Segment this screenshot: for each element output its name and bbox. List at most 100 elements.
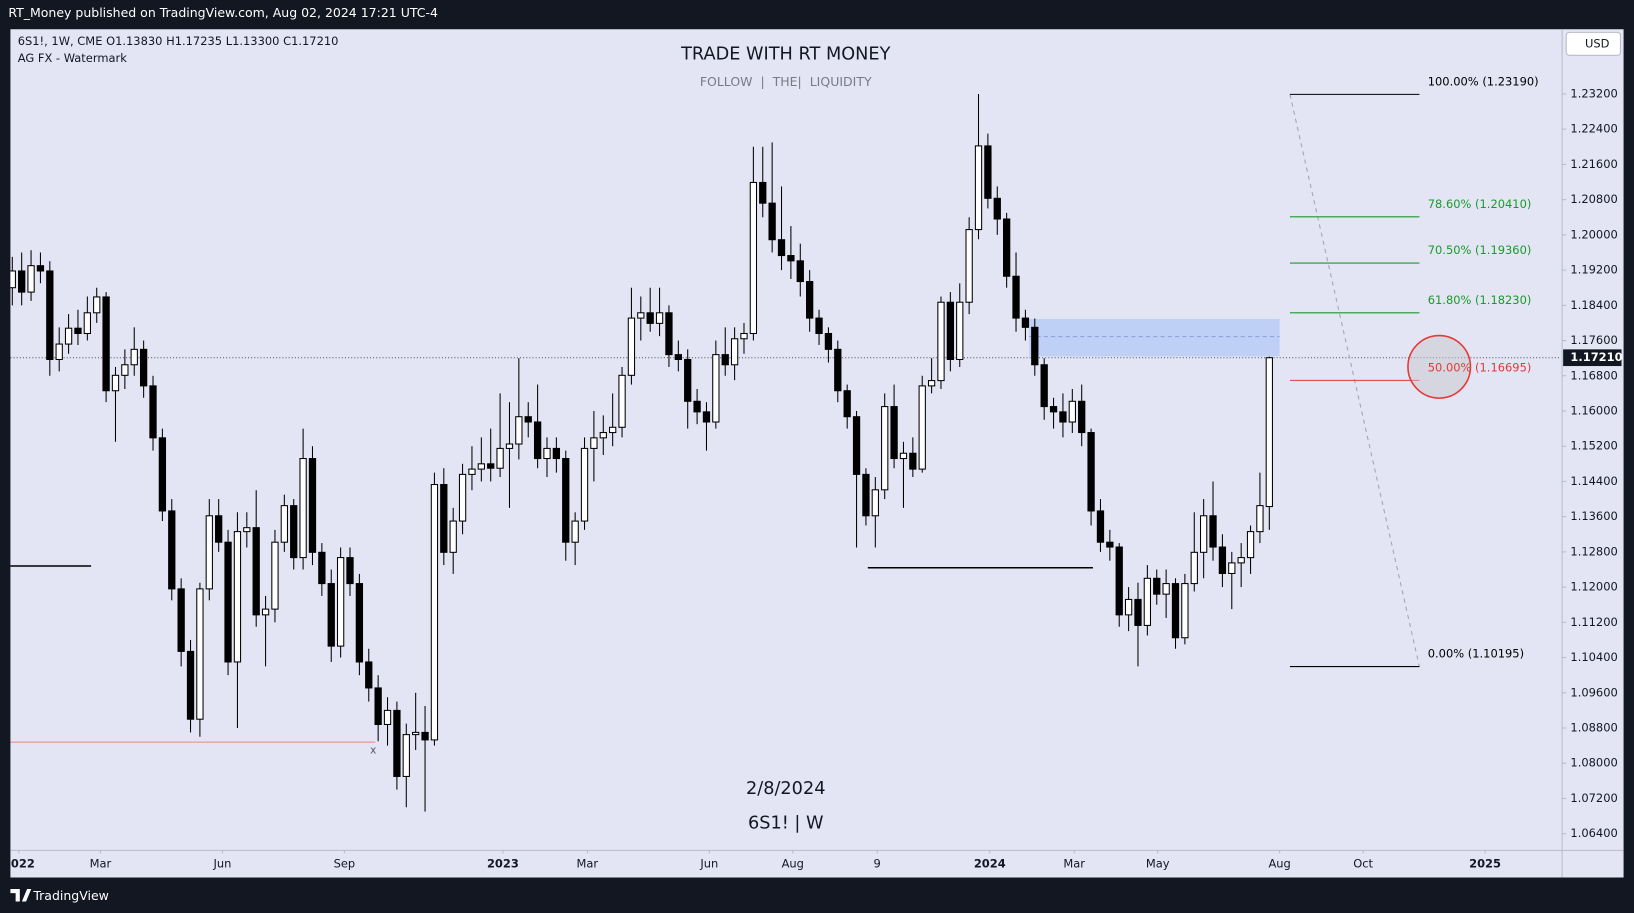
candle-body [1256, 505, 1264, 533]
candle-body [1021, 317, 1030, 328]
candle-body [1143, 577, 1152, 626]
candle-body [796, 260, 804, 283]
plot: x 100.00% (1.23190) 78.60% (1.20410) 70.50%… [10, 74, 1562, 812]
candle-body [233, 531, 242, 663]
candle-body [383, 709, 392, 726]
y-tick-label: 1.07200 [1570, 791, 1617, 805]
candle-body [524, 416, 532, 423]
candle-body [1228, 562, 1236, 574]
candle-body [571, 520, 579, 543]
candle-body [46, 270, 54, 360]
candle-body [533, 421, 542, 460]
candle-body [599, 432, 607, 439]
candle-body [121, 364, 129, 376]
candle-body [730, 338, 739, 366]
candle-body [543, 447, 551, 460]
publish-header: RT_Money published on TradingView.com, A… [8, 5, 438, 20]
candle-body [111, 374, 120, 392]
y-tick-label: 1.11200 [1570, 615, 1617, 629]
candle-body [1078, 400, 1086, 434]
candle-body [665, 312, 673, 356]
x-tick-label: Mar [1063, 856, 1085, 870]
candle-body [637, 312, 645, 319]
candle-body [93, 296, 101, 314]
candle-body [102, 296, 110, 392]
candle-body [580, 447, 589, 522]
candle-body [1162, 583, 1170, 595]
candle-body [64, 327, 73, 345]
candle-body [890, 406, 898, 460]
candle-body [290, 505, 298, 559]
candle-body [684, 358, 692, 402]
candle-body [1049, 406, 1058, 413]
currency-button[interactable] [1565, 31, 1621, 56]
y-tick-label: 1.18400 [1570, 298, 1617, 312]
fib-label: 70.50% (1.19360) [1428, 243, 1532, 257]
candle-body [205, 515, 213, 590]
candle-body [777, 239, 786, 257]
candle-body [158, 437, 167, 512]
candle-body [440, 483, 448, 553]
y-tick-label: 1.17600 [1570, 333, 1617, 347]
highlight-circle [1407, 334, 1472, 399]
candle-body [552, 447, 561, 460]
candle-body [477, 463, 485, 470]
candle-body [609, 426, 617, 434]
candle-body [1096, 510, 1105, 543]
candle-body [1246, 531, 1255, 559]
candle-body [627, 317, 636, 376]
candle-body [393, 709, 401, 777]
candle-body [36, 265, 45, 272]
y-tick-label: 1.16800 [1570, 368, 1617, 382]
candle-body [852, 416, 861, 475]
y-tick-label: 1.09600 [1570, 685, 1617, 699]
currency-label[interactable]: USD [1585, 36, 1610, 50]
candle-body [327, 583, 335, 647]
candle-body [1265, 357, 1273, 508]
candle-body [10, 270, 16, 289]
candle-body [243, 527, 251, 533]
candle-body [515, 416, 523, 445]
candle-body [937, 301, 945, 382]
x-tick-label: Jun [699, 856, 718, 870]
candle-body [1012, 275, 1020, 319]
candle-body [843, 390, 851, 418]
candle-body [224, 541, 232, 663]
x-tick-label: Jun [212, 856, 231, 870]
candle-body [215, 515, 223, 543]
y-tick-label: 1.22400 [1570, 122, 1617, 136]
candle-body [1059, 411, 1067, 423]
candle-body [468, 468, 476, 475]
fib-label: 0.00% (1.10195) [1428, 647, 1524, 661]
candle-body [899, 452, 908, 460]
candle-body [974, 145, 983, 231]
candle-body [1153, 577, 1161, 595]
candle-body [824, 332, 833, 350]
y-tick-label: 1.20800 [1570, 192, 1617, 206]
candle-body [505, 443, 514, 449]
candle-body [646, 312, 654, 324]
x-tick-label: Sep [334, 856, 356, 870]
candle-body [83, 312, 91, 335]
candle-body [458, 473, 467, 522]
candle-body [449, 520, 457, 553]
candle-body [130, 348, 138, 366]
candle-body [1134, 598, 1142, 626]
fib-label: 50.00% (1.16695) [1428, 360, 1532, 374]
y-tick-label: 1.14400 [1570, 474, 1617, 488]
candle-body [139, 348, 148, 387]
candle-body [927, 380, 936, 387]
candle-body [1115, 546, 1123, 616]
candle-body [740, 332, 748, 340]
x-tick-label: 2023 [487, 856, 519, 870]
chart-panel [10, 29, 1624, 878]
candle-body [149, 385, 157, 439]
candle-body [871, 489, 879, 517]
candle-body [355, 583, 364, 663]
candle-body [1218, 546, 1227, 574]
candle-body [918, 385, 926, 470]
candle-body [177, 588, 185, 652]
chart-title: TRADE WITH RT MONEY [680, 44, 891, 64]
y-tick-label: 1.06400 [1570, 826, 1617, 840]
